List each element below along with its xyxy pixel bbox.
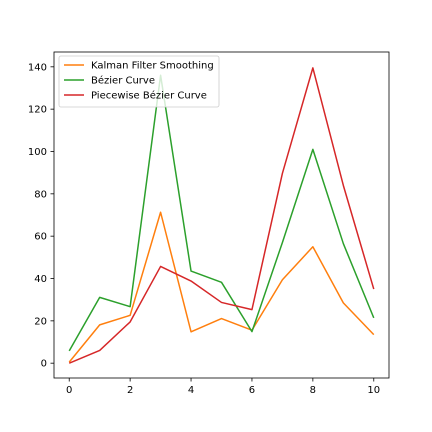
legend-label: Bézier Curve xyxy=(91,75,155,87)
x-tick-label: 6 xyxy=(249,385,255,396)
series-line-2 xyxy=(68,74,375,352)
y-tick-label: 20 xyxy=(34,316,47,327)
y-tick-label: 100 xyxy=(28,147,47,158)
legend-box xyxy=(58,55,220,108)
series-layer xyxy=(68,67,375,364)
x-tick-label: 2 xyxy=(127,385,133,396)
x-tick-label: 10 xyxy=(367,385,380,396)
series-line-3 xyxy=(68,67,375,364)
y-tick-label: 40 xyxy=(34,274,47,285)
y-tick-label: 120 xyxy=(28,105,47,116)
x-tick-label: 4 xyxy=(188,385,194,396)
x-tick-label: 0 xyxy=(66,385,72,396)
x-tick-label: 8 xyxy=(310,385,316,396)
y-tick-label: 140 xyxy=(28,62,47,73)
legend-label: Kalman Filter Smoothing xyxy=(91,61,214,72)
legend-label: Piecewise Bézier Curve xyxy=(91,90,207,102)
axes-frame xyxy=(53,51,390,379)
legend: Kalman Filter Smoothing Bézier Curve Piece… xyxy=(58,55,220,108)
y-tick-label: 80 xyxy=(34,189,47,200)
series-line-1 xyxy=(68,211,375,363)
y-tick-label: 60 xyxy=(34,232,47,243)
y-tick-label: 0 xyxy=(41,359,47,370)
